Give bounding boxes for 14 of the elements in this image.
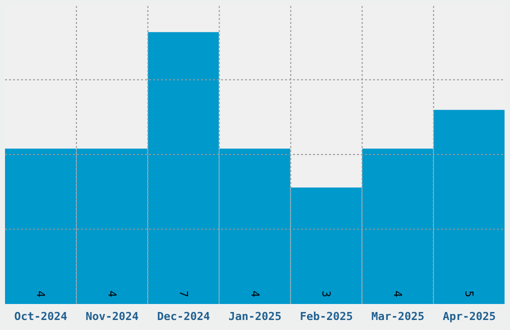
x-tick-label: Oct-2024 xyxy=(14,310,68,323)
data-label: 7 xyxy=(176,290,190,298)
data-label: 3 xyxy=(320,290,333,298)
data-label: 4 xyxy=(248,290,262,298)
x-tick-label: Dec-2024 xyxy=(157,310,210,323)
data-label: 4 xyxy=(391,290,404,298)
x-tick-label: Apr-2025 xyxy=(442,310,496,323)
x-tick-label: Mar-2025 xyxy=(371,310,424,323)
x-tick-label: Jan-2025 xyxy=(228,310,282,323)
x-tick-label: Nov-2024 xyxy=(86,310,140,323)
data-label: 4 xyxy=(105,290,118,298)
x-tick-label: Feb-2025 xyxy=(300,310,353,323)
data-label: 5 xyxy=(462,290,476,298)
data-label: 4 xyxy=(34,290,47,298)
